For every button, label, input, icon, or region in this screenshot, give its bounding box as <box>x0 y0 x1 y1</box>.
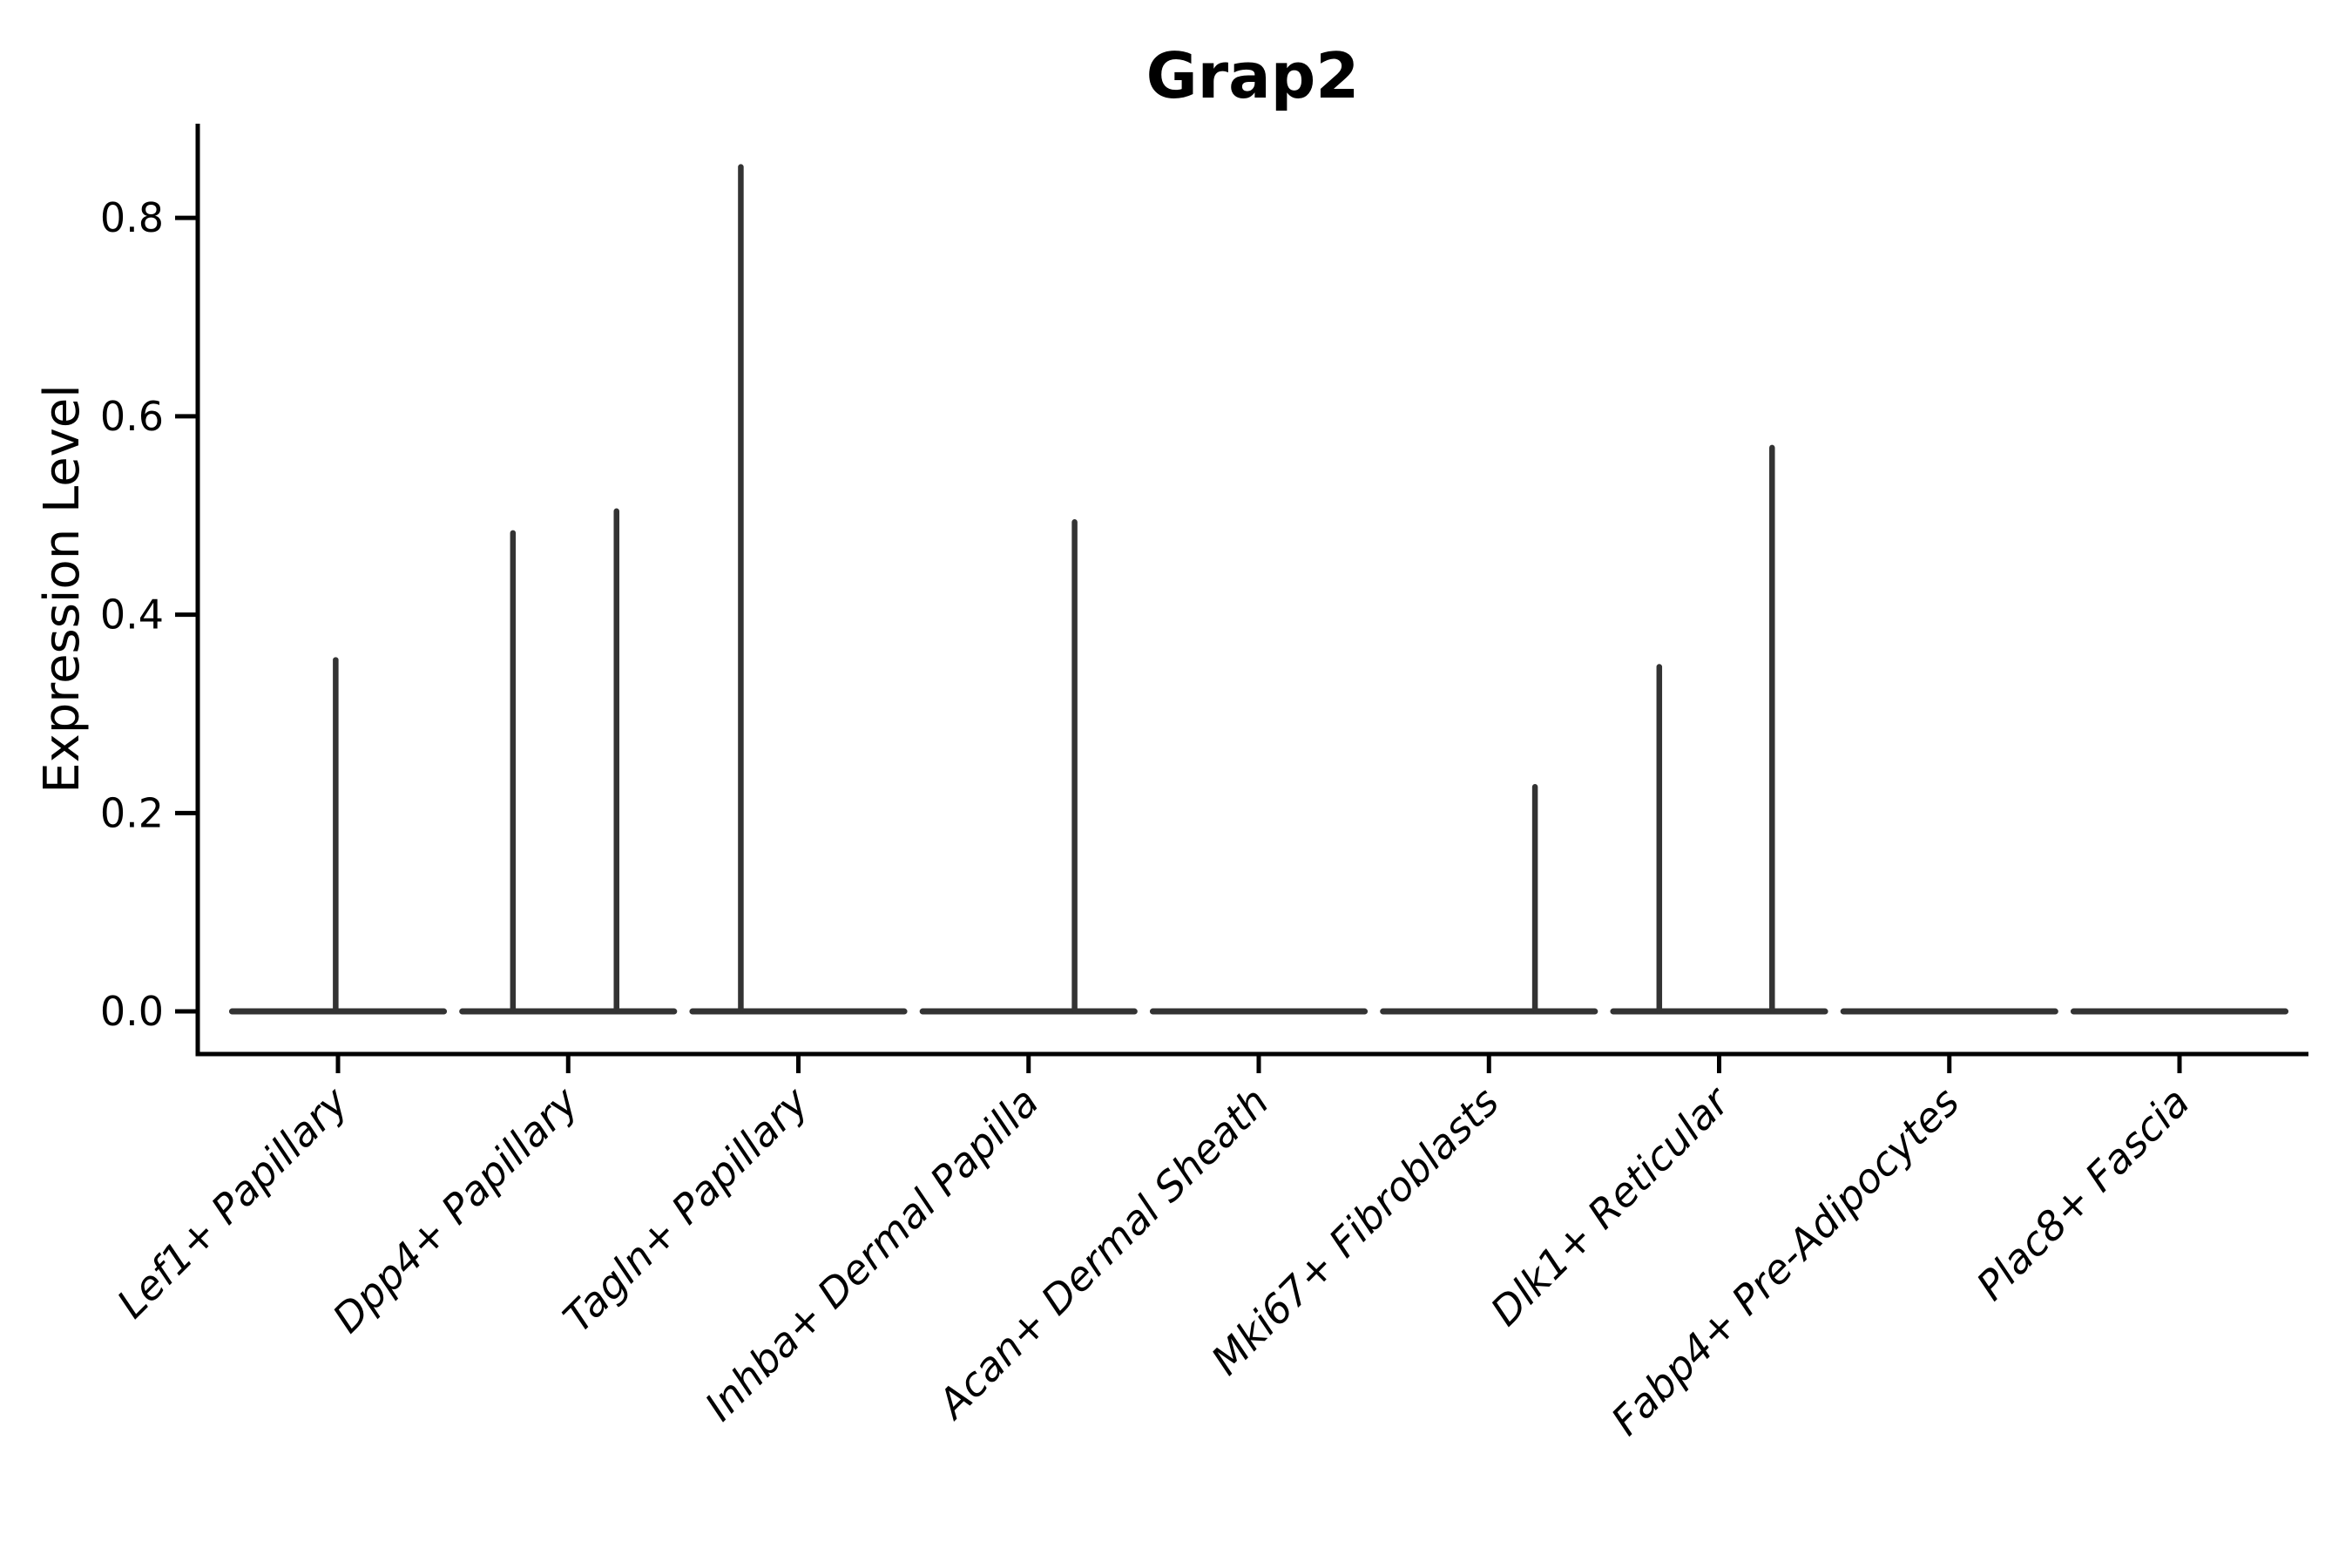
violin-inhba-dermal-papilla <box>919 519 1138 1015</box>
y-tick-label: 0.6 <box>100 393 164 440</box>
x-tick-label: Dpp4+ Papillary <box>323 1078 587 1342</box>
y-tick-label: 0.4 <box>100 591 164 639</box>
y-axis-label: Expression Level <box>34 384 91 794</box>
y-tick-label: 0.8 <box>100 194 164 241</box>
x-tick-label: Tagln+ Papillary <box>554 1078 818 1342</box>
x-tick-label: Lef1+ Papillary <box>108 1078 357 1327</box>
violin-dpp4-papillary <box>459 508 678 1015</box>
chart-title: Grap2 <box>1146 39 1360 112</box>
y-tick-label: 0.2 <box>100 789 164 836</box>
violins-layer <box>228 164 2289 1015</box>
violin-dlk1-reticular <box>1610 444 1828 1015</box>
violin-tagln-papillary <box>689 164 908 1015</box>
x-tick-label: Dlk1+ Reticular <box>1482 1076 1740 1335</box>
x-tick-label: Plac8+ Fascia <box>1967 1078 2198 1309</box>
violin-mki67-fibroblasts <box>1380 784 1598 1015</box>
y-tick-label: 0.0 <box>100 988 164 1035</box>
violin-lef1-papillary <box>228 657 448 1015</box>
